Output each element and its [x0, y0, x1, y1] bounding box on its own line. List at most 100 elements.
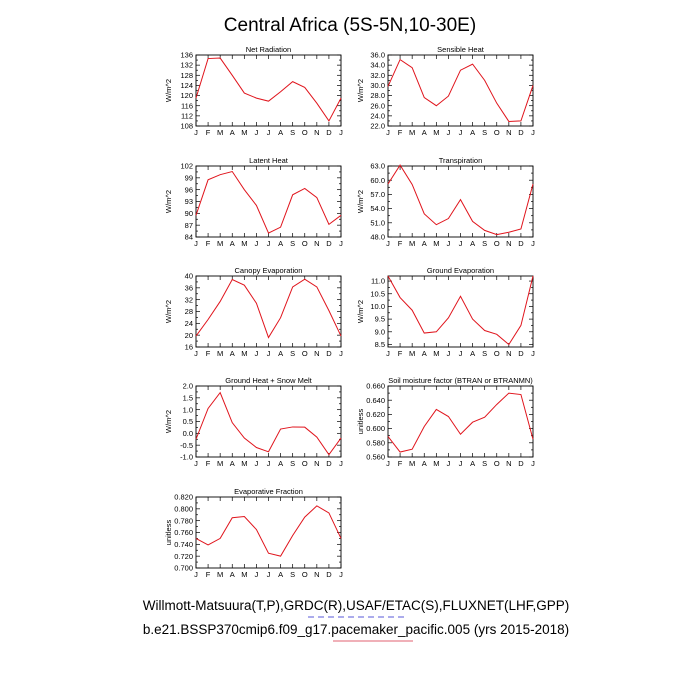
x-tick-label: J — [459, 349, 463, 358]
panel-title: Ground Heat + Snow Melt — [225, 376, 312, 385]
figure-title: Central Africa (5S-5N,10-30E) — [224, 15, 476, 36]
y-tick-label: 63.0 — [370, 162, 385, 171]
y-axis-label: W/m^2 — [356, 190, 365, 213]
x-tick-label: D — [518, 459, 524, 468]
x-tick-label: J — [339, 239, 343, 248]
x-tick-label: J — [267, 239, 271, 248]
x-tick-label: J — [255, 459, 259, 468]
y-tick-label: 124 — [180, 81, 193, 90]
x-tick-label: O — [302, 349, 308, 358]
y-tick-label: 90 — [185, 209, 193, 218]
series-line — [387, 164, 534, 236]
y-tick-label: 28.0 — [370, 91, 385, 100]
x-tick-label: O — [302, 570, 308, 579]
x-tick-label: J — [267, 459, 271, 468]
y-tick-label: 1.0 — [183, 405, 193, 414]
x-tick-label: O — [302, 239, 308, 248]
y-tick-label: 48.0 — [370, 233, 385, 242]
x-tick-label: A — [230, 570, 235, 579]
y-axis-label: W/m^2 — [356, 300, 365, 323]
x-tick-label: F — [206, 349, 211, 358]
y-tick-label: 32 — [185, 295, 193, 304]
panel-title: Ground Evaporation — [427, 266, 494, 275]
x-tick-label: J — [447, 239, 451, 248]
x-tick-label: D — [326, 459, 332, 468]
x-tick-label: M — [433, 459, 439, 468]
panel-6: Ground Heat + Snow Melt -1.0 -0.5 0.0 0.5 1.0… — [164, 376, 343, 468]
y-tick-label: 0.620 — [366, 410, 385, 419]
x-tick-label: A — [230, 459, 235, 468]
x-tick-label: N — [506, 349, 511, 358]
y-tick-label: 87 — [185, 221, 193, 230]
x-tick-label: J — [386, 349, 390, 358]
y-tick-label: 0.5 — [183, 417, 193, 426]
x-tick-label: J — [267, 570, 271, 579]
x-tick-label: S — [290, 570, 295, 579]
x-tick-label: J — [339, 459, 343, 468]
series-line — [195, 170, 342, 234]
y-tick-label: 9.0 — [375, 327, 385, 336]
y-tick-label: 2.0 — [183, 382, 193, 391]
x-tick-label: N — [506, 459, 511, 468]
panel-title: Sensible Heat — [437, 45, 485, 54]
panel-title: Evaporative Fraction — [234, 487, 303, 496]
y-tick-label: 20 — [185, 331, 193, 340]
x-tick-label: O — [494, 459, 500, 468]
y-tick-label: 28 — [185, 307, 193, 316]
plot-frame — [195, 54, 342, 127]
x-tick-label: J — [267, 128, 271, 137]
x-tick-label: M — [217, 459, 223, 468]
x-tick-label: A — [422, 459, 427, 468]
y-axis-label: W/m^2 — [164, 79, 173, 102]
x-tick-label: M — [241, 239, 247, 248]
x-tick-label: S — [482, 128, 487, 137]
x-tick-label: M — [409, 128, 415, 137]
x-tick-label: D — [518, 128, 524, 137]
y-tick-label: 30.0 — [370, 81, 385, 90]
x-tick-label: J — [255, 128, 259, 137]
x-tick-label: J — [531, 128, 535, 137]
x-tick-label: J — [459, 459, 463, 468]
y-axis-label: W/m^2 — [356, 79, 365, 102]
x-tick-label: M — [433, 239, 439, 248]
x-tick-label: J — [386, 459, 390, 468]
y-tick-label: 32.0 — [370, 71, 385, 80]
x-tick-label: J — [531, 239, 535, 248]
y-tick-label: 0.660 — [366, 382, 385, 391]
x-tick-label: F — [398, 128, 403, 137]
x-tick-label: M — [409, 239, 415, 248]
x-tick-label: O — [494, 349, 500, 358]
x-tick-label: O — [494, 239, 500, 248]
x-tick-label: A — [422, 239, 427, 248]
y-tick-label: 51.0 — [370, 218, 385, 227]
x-tick-label: S — [290, 349, 295, 358]
x-tick-label: N — [314, 128, 319, 137]
x-tick-label: D — [518, 349, 524, 358]
y-tick-label: 11.0 — [371, 277, 385, 286]
x-tick-label: A — [230, 128, 235, 137]
x-tick-label: A — [470, 349, 475, 358]
plot-frame — [387, 385, 534, 458]
panel-1: Sensible Heat 22.0 24.026.028.030.032.034.… — [356, 45, 535, 137]
y-tick-label: 102 — [180, 162, 193, 171]
x-tick-label: S — [482, 239, 487, 248]
x-tick-label: M — [217, 239, 223, 248]
x-tick-label: J — [339, 349, 343, 358]
y-tick-label: 24 — [185, 319, 193, 328]
panel-8: Evaporative Fraction 0.700 0.720 0.740 0.760… — [164, 487, 343, 579]
footer-line-2: b.e21.BSSP370cmip6.f09_g17.pacemaker_pac… — [143, 622, 569, 637]
x-tick-label: J — [386, 239, 390, 248]
y-tick-label: 96 — [185, 185, 193, 194]
series-line — [387, 275, 534, 346]
x-tick-label: A — [278, 459, 283, 468]
x-tick-label: F — [398, 459, 403, 468]
plot-frame — [387, 275, 534, 348]
y-tick-label: 0.800 — [174, 504, 193, 513]
y-tick-label: 26.0 — [370, 101, 385, 110]
y-tick-label: 54.0 — [370, 204, 385, 213]
y-axis-label: unitless — [164, 520, 173, 546]
x-tick-label: A — [470, 459, 475, 468]
y-tick-label: 40 — [185, 272, 193, 281]
x-tick-label: M — [241, 570, 247, 579]
